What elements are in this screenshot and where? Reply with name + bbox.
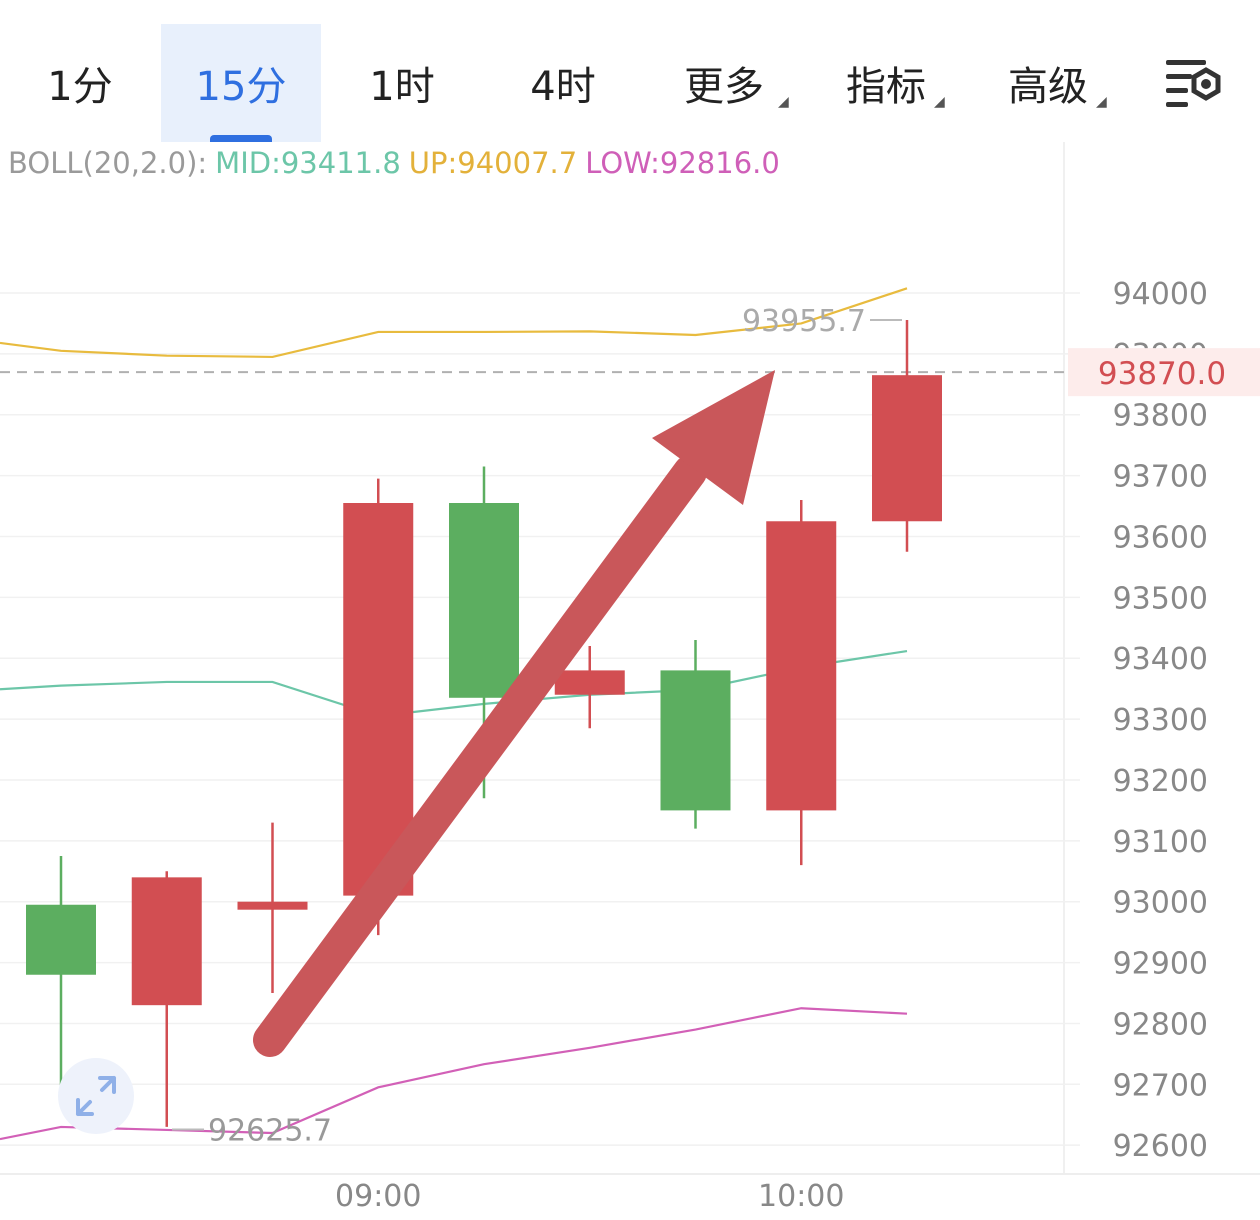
tab-6[interactable]: 高级 ◢ — [968, 24, 1128, 142]
tab-label: 15分 — [195, 64, 287, 110]
timeframe-tabbar: 1分 15分 1时 4时 更多 ◢ 指标 ◢ 高级 ◢ — [0, 0, 1260, 142]
candle-body — [26, 904, 96, 975]
dropdown-caret-icon: ◢ — [934, 94, 945, 110]
boll-mid-value: MID:93411.8 — [215, 146, 401, 180]
tab-0[interactable]: 1分 — [0, 24, 160, 142]
tab-label: 更多 — [684, 64, 764, 110]
boll-low-value: LOW:92816.0 — [585, 146, 780, 180]
dropdown-caret-icon: ◢ — [778, 94, 789, 110]
trend-arrow-head — [652, 370, 775, 505]
tab-label: 1分 — [47, 64, 113, 110]
current-price-label: 93870.0 — [1098, 356, 1226, 392]
min-price-label: 92625.7 — [208, 1114, 332, 1149]
tab-label: 指标 — [846, 64, 926, 110]
y-tick-label: 93400 — [1113, 642, 1208, 677]
boll-name: BOLL(20,2.0): — [8, 146, 208, 180]
tab-label: 高级 — [1008, 64, 1088, 110]
trend-arrow-shaft — [253, 455, 707, 1057]
chart-settings-icon[interactable] — [1160, 54, 1226, 114]
tab-4[interactable]: 更多 ◢ — [644, 24, 804, 142]
max-price-label: 93955.7 — [742, 304, 866, 339]
dropdown-caret-icon: ◢ — [1096, 94, 1107, 110]
tab-3[interactable]: 4时 — [483, 24, 643, 142]
active-tab-indicator — [210, 135, 272, 142]
candle-body — [660, 670, 731, 811]
candle-body — [872, 375, 942, 522]
boll-mid-line — [0, 649, 908, 718]
y-tick-label: 92800 — [1113, 1007, 1208, 1042]
expand-arrows-icon[interactable] — [58, 1058, 134, 1134]
tab-label: 1时 — [369, 64, 435, 110]
candlestick-chart[interactable]: 94000 93800 93700 93600 93500 93400 93300 93200… — [0, 142, 1260, 1220]
y-tick-label: 93600 — [1113, 520, 1208, 555]
tab-1[interactable]: 15分 — [161, 24, 321, 142]
candle-body — [766, 521, 837, 811]
y-tick-label: 93800 — [1113, 399, 1208, 434]
y-tick-label: 94000 — [1113, 277, 1208, 312]
y-tick-label: 92600 — [1113, 1129, 1208, 1164]
current-price-tag — [1068, 348, 1260, 397]
boll-indicator-legend: BOLL(20,2.0): MID:93411.8 UP:94007.7 LOW:92… — [8, 146, 788, 180]
boll-low-line — [0, 1007, 908, 1141]
candle-body — [237, 901, 308, 910]
candle-body — [343, 503, 414, 896]
candle-body — [131, 877, 202, 1006]
x-tick-label: 10:00 — [758, 1179, 844, 1214]
x-tick-label: 09:00 — [335, 1179, 421, 1214]
tab-label: 4时 — [530, 64, 596, 110]
candle-body — [449, 503, 519, 698]
y-tick-label: 93700 — [1113, 460, 1208, 495]
tab-5[interactable]: 指标 ◢ — [806, 24, 966, 142]
y-tick-label: 93200 — [1113, 764, 1208, 799]
candle-body — [554, 670, 625, 695]
boll-up-line — [0, 287, 908, 359]
y-tick-label: 92900 — [1113, 947, 1208, 982]
y-tick-label: 92700 — [1113, 1068, 1208, 1103]
y-tick-label: 93100 — [1113, 825, 1208, 860]
y-tick-label: 93500 — [1113, 581, 1208, 616]
boll-up-value: UP:94007.7 — [408, 146, 578, 180]
y-tick-label: 93300 — [1113, 703, 1208, 738]
tab-2[interactable]: 1时 — [322, 24, 482, 142]
y-tick-label: 93000 — [1113, 886, 1208, 921]
